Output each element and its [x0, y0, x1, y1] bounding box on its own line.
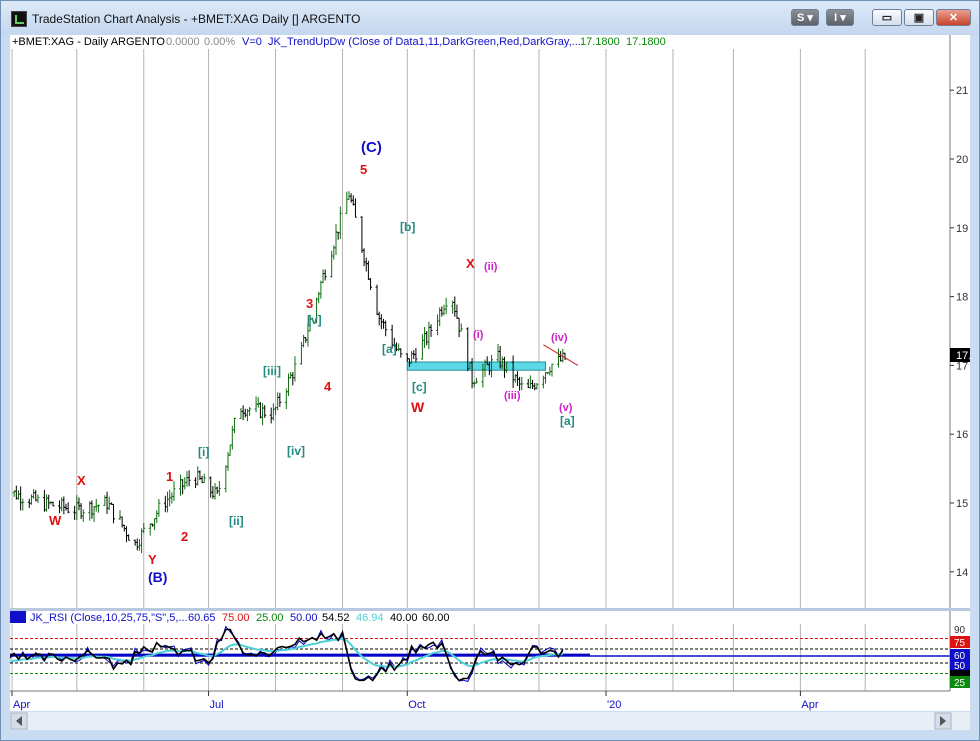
indicator-value-1: 17.1800	[580, 36, 620, 48]
title-bar[interactable]: TradeStation Chart Analysis - +BMET:XAG …	[1, 1, 979, 35]
minimize-button[interactable]: ▭	[872, 9, 902, 26]
time-label: Apr	[13, 699, 30, 711]
zone-rect	[406, 361, 547, 371]
wave-label: [ii]	[229, 514, 244, 528]
wave-label: 3	[306, 296, 313, 311]
price-gridlines	[11, 49, 866, 608]
wave-label: X	[466, 256, 475, 271]
rsi-signal-value: 46.94	[356, 612, 384, 624]
wave-label: W	[49, 513, 62, 528]
time-label: Jul	[210, 699, 224, 711]
support-zone	[406, 361, 547, 371]
rsi-tick-90: 90	[954, 625, 966, 636]
wave-label: (ii)	[484, 261, 498, 273]
time-label: Apr	[801, 699, 818, 711]
rsi-upper-level: 75.00	[222, 612, 250, 624]
wave-label: [a]	[382, 342, 397, 356]
wave-label: [b]	[400, 220, 415, 234]
price-tick-label: 16	[956, 429, 968, 441]
wave-label: [a]	[560, 414, 575, 428]
chart-area[interactable]: +BMET:XAG - Daily ARGENTO 0.0000 0.00% V…	[10, 35, 970, 735]
wave-label: Y	[148, 552, 157, 567]
time-axis[interactable]	[10, 691, 970, 711]
scroll-left-button[interactable]	[10, 712, 28, 730]
change-value: 0.0000	[166, 36, 200, 48]
wave-label: [v]	[307, 313, 322, 327]
wave-label: (C)	[361, 139, 382, 156]
close-button[interactable]: ✕	[936, 9, 971, 26]
trendline	[543, 344, 579, 366]
wave-label: 1	[166, 469, 173, 484]
wave-label: [iv]	[287, 444, 305, 458]
price-tick-label: 15	[956, 498, 968, 510]
wave-label: 5	[360, 162, 367, 177]
wave-label: (v)	[559, 402, 573, 414]
rsi-tick-25: 25	[954, 678, 966, 689]
rsi-lower-level: 25.00	[256, 612, 284, 624]
wave-label: [c]	[412, 380, 427, 394]
symbol-label: +BMET:XAG - Daily ARGENTO	[12, 36, 165, 48]
rsi-header: JK_RSI (Close,10,25,75,"S",5,... 60.65 7…	[30, 612, 450, 624]
rsi-tick-75: 75	[954, 638, 966, 649]
window-title: TradeStation Chart Analysis - +BMET:XAG …	[32, 12, 361, 26]
price-panel[interactable]	[10, 35, 950, 608]
rsi-avg-value: 54.52	[322, 612, 350, 624]
time-label: Oct	[408, 699, 425, 711]
time-axis-labels: Apr Jul Oct '20 Apr	[11, 691, 819, 711]
indicator-label: JK_TrendUpDw (Close of Data1,11,DarkGree…	[268, 36, 581, 48]
wave-label: 4	[324, 379, 332, 394]
price-tick-label: 17	[956, 360, 968, 372]
trendline-segment	[543, 344, 579, 366]
scroll-right-button[interactable]	[934, 712, 952, 730]
restore-button[interactable]: ▣	[904, 9, 934, 26]
wave-label: [i]	[198, 445, 209, 459]
price-tick-label: 14	[956, 567, 968, 579]
rsi-main-line	[10, 628, 564, 682]
tradestation-app-icon	[11, 11, 27, 27]
rsi-lines	[10, 625, 564, 683]
rsi-axis: 90 75 60 50 25	[950, 625, 970, 689]
rsi-label: JK_RSI (Close,10,25,75,"S",5,...	[30, 612, 188, 624]
last-price-tag: 17.	[950, 348, 970, 362]
rsi-value: 60.65	[188, 612, 216, 624]
wave-label: (B)	[148, 569, 167, 585]
price-tick-label: 21	[956, 85, 968, 97]
wave-label: (iii)	[504, 390, 521, 402]
price-axis[interactable]	[950, 35, 970, 608]
percent-change: 0.00%	[204, 36, 235, 48]
wave-label: (iv)	[551, 332, 568, 344]
price-tick-label: 20	[956, 154, 968, 166]
wave-label: X	[77, 473, 86, 488]
s-menu-button[interactable]: S ▾	[791, 9, 819, 26]
rsi-level-60: 60.00	[422, 612, 450, 624]
rsi-level-40: 40.00	[390, 612, 418, 624]
price-bars	[12, 191, 567, 554]
price-axis-ticks: 21 20 19 18 17 16 15 14	[950, 85, 968, 579]
horizontal-scrollbar[interactable]	[10, 712, 970, 730]
rsi-tick-60: 60	[954, 651, 966, 662]
indicator-value-2: 17.1800	[626, 36, 666, 48]
wave-label: 2	[181, 529, 188, 544]
price-tick-label: 19	[956, 223, 968, 235]
wave-label: (i)	[473, 329, 484, 341]
header-line: +BMET:XAG - Daily ARGENTO 0.0000 0.00% V…	[12, 36, 666, 48]
wave-labels: W X Y (B) 1 2 [i] [ii] [iii] [iv] [v] 3 4 (C) 5 [b] [a] […	[49, 139, 575, 585]
time-label: '20	[607, 699, 621, 711]
rsi-mid-level: 50.00	[290, 612, 318, 624]
last-price-label: 17.	[956, 350, 970, 362]
volume-value: V=0	[242, 36, 262, 48]
wave-label: W	[411, 399, 425, 415]
rsi-tick-50: 50	[954, 661, 966, 672]
i-menu-button[interactable]: I ▾	[826, 9, 854, 26]
wave-label: [iii]	[263, 364, 281, 378]
price-tick-label: 18	[956, 292, 968, 304]
